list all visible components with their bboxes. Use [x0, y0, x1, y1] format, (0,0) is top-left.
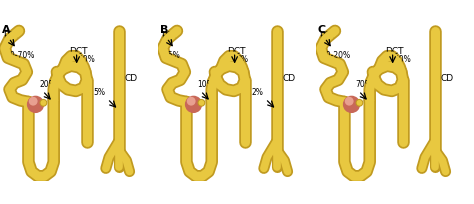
Text: 3%: 3% [236, 55, 248, 64]
Circle shape [345, 97, 354, 106]
Text: 20%: 20% [39, 80, 56, 89]
Text: DCT: DCT [385, 47, 404, 56]
Text: CD: CD [124, 74, 137, 83]
Text: 5%: 5% [93, 88, 105, 97]
Circle shape [199, 100, 204, 106]
Text: B: B [160, 25, 168, 35]
Text: 10%: 10% [198, 80, 214, 89]
Circle shape [41, 100, 46, 106]
Text: C: C [318, 25, 326, 35]
Text: 85%: 85% [164, 51, 180, 60]
Text: 2%: 2% [251, 88, 263, 97]
Text: A: A [1, 25, 10, 35]
Text: DCT: DCT [70, 47, 88, 56]
Text: 10-20%: 10-20% [321, 51, 351, 60]
Text: 60-70%: 60-70% [6, 51, 35, 60]
Text: CD: CD [440, 74, 453, 83]
Circle shape [356, 100, 362, 106]
Text: 10%: 10% [78, 55, 95, 64]
Circle shape [187, 97, 196, 106]
Circle shape [29, 97, 37, 106]
Circle shape [27, 96, 44, 113]
Text: PCT: PCT [319, 31, 336, 40]
Text: 10%: 10% [394, 55, 411, 64]
Text: 70%: 70% [356, 80, 373, 89]
Text: PCT: PCT [161, 31, 178, 40]
Text: PCT: PCT [3, 31, 20, 40]
Text: DCT: DCT [228, 47, 246, 56]
Text: CD: CD [282, 74, 295, 83]
Circle shape [343, 96, 360, 113]
Circle shape [185, 96, 202, 113]
